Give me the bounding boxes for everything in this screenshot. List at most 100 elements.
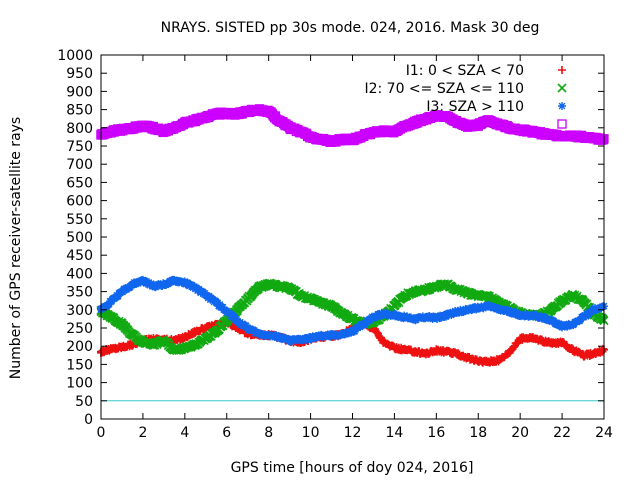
series-4-point <box>211 109 221 119</box>
series-3-point <box>505 307 514 316</box>
series-4 <box>96 104 609 147</box>
legend-entry-4: I1 + I2 + I3 <box>444 117 567 133</box>
series-3-point <box>191 283 200 292</box>
series-4-point <box>117 124 127 135</box>
series-4-point <box>148 123 159 133</box>
series-3-point <box>579 313 588 322</box>
series-3-point <box>369 313 378 322</box>
series-1-point <box>379 338 388 347</box>
series-2-point <box>578 296 588 306</box>
y-tick-label: 400 <box>66 266 93 282</box>
chart-title: NRAYS. SISTED pp 30s mode. 024, 2016. Ma… <box>161 20 540 36</box>
series-3-point <box>348 327 357 336</box>
series-4-point <box>463 121 473 131</box>
series-1-point <box>201 324 210 332</box>
series-2-point <box>410 287 420 297</box>
series-1-point <box>453 350 462 359</box>
x-tick-label: 0 <box>97 425 106 441</box>
series-1-point <box>568 345 577 354</box>
y-tick-label: 150 <box>66 357 93 373</box>
x-tick-label: 24 <box>595 425 613 441</box>
y-tick-label: 650 <box>66 175 93 191</box>
series-2-point <box>347 314 358 324</box>
legend-label: I1 + I2 + I3 <box>444 117 524 133</box>
legend-label: I2: 70 <= SZA <= 110 <box>364 81 524 97</box>
series-3-point <box>421 313 430 322</box>
series-1-point <box>547 339 556 348</box>
series-4-point <box>389 126 400 137</box>
y-tick-label: 200 <box>66 339 93 355</box>
x-tick-label: 20 <box>511 425 529 441</box>
series-3-point <box>149 282 158 291</box>
series-3-point <box>107 296 116 305</box>
series-1-point <box>390 344 399 353</box>
x-tick-label: 18 <box>469 425 487 441</box>
y-tick-label: 950 <box>66 66 93 82</box>
series-3-point <box>317 332 326 341</box>
y-tick-label: 550 <box>66 212 93 228</box>
series-4-point <box>505 123 515 133</box>
series-1-point <box>400 345 409 354</box>
series-2-point <box>285 283 295 293</box>
legend-marker <box>558 102 566 110</box>
series-1-point <box>463 353 472 362</box>
series-1-point <box>495 356 504 365</box>
series-2-point <box>567 290 578 300</box>
series-4-point <box>536 128 546 138</box>
x-tick-label: 4 <box>180 425 189 441</box>
series-4-point <box>400 121 410 131</box>
series-2-point <box>452 285 462 295</box>
series-4-point <box>316 134 326 145</box>
series-2-point <box>106 312 117 322</box>
series-4-point <box>127 123 138 133</box>
series-3-point <box>358 320 367 329</box>
legend-entry-3: I3: SZA > 110 <box>426 99 566 115</box>
series-3-point <box>463 305 472 314</box>
series-4-point <box>410 117 421 127</box>
series-4-trace-point <box>598 135 608 145</box>
series-3-point <box>159 280 168 289</box>
series-3-point <box>222 307 231 316</box>
series-1-point <box>432 346 441 355</box>
series-3-point <box>568 320 577 329</box>
series-4-point <box>337 134 347 145</box>
series-2-point <box>117 319 127 329</box>
y-tick-label: 1000 <box>57 48 93 64</box>
series-1-point <box>442 347 451 356</box>
series-4-point <box>347 134 358 145</box>
series-3 <box>97 275 608 346</box>
series-2-point <box>431 281 441 291</box>
series-3-point <box>170 276 179 285</box>
y-tick-label: 900 <box>66 84 93 100</box>
series-2-point <box>400 290 410 300</box>
x-tick-label: 12 <box>344 425 362 441</box>
series-3-point <box>275 333 284 342</box>
series-2-point <box>473 290 483 300</box>
series-3-point <box>495 305 504 314</box>
series-3-point <box>338 330 347 339</box>
series-1-point <box>421 349 430 358</box>
series-3-point <box>128 280 137 289</box>
series-4-point <box>515 124 525 135</box>
legend-entry-2: I2: 70 <= SZA <= 110 <box>364 81 567 97</box>
series-4-point <box>588 134 599 144</box>
legend-entry-1: I1: 0 < SZA < 70 <box>406 63 566 79</box>
series-4-point <box>253 104 263 115</box>
y-tick-label: 850 <box>66 103 93 119</box>
series-2-point <box>442 279 452 289</box>
series-2-point <box>557 296 567 306</box>
series-4-point <box>368 127 379 137</box>
series-2-point <box>421 285 431 295</box>
legend-label: I1: 0 < SZA < 70 <box>406 63 524 79</box>
y-tick-label: 250 <box>66 321 93 337</box>
series-2-point <box>463 288 473 298</box>
series-2-point <box>201 334 211 344</box>
series-2-point <box>264 279 274 289</box>
legend-marker <box>557 83 567 93</box>
series-3-point <box>327 331 336 340</box>
series-1-point <box>117 342 126 351</box>
series-3-point <box>558 322 567 331</box>
series-2-point <box>337 308 347 319</box>
x-tick-label: 14 <box>386 425 404 441</box>
